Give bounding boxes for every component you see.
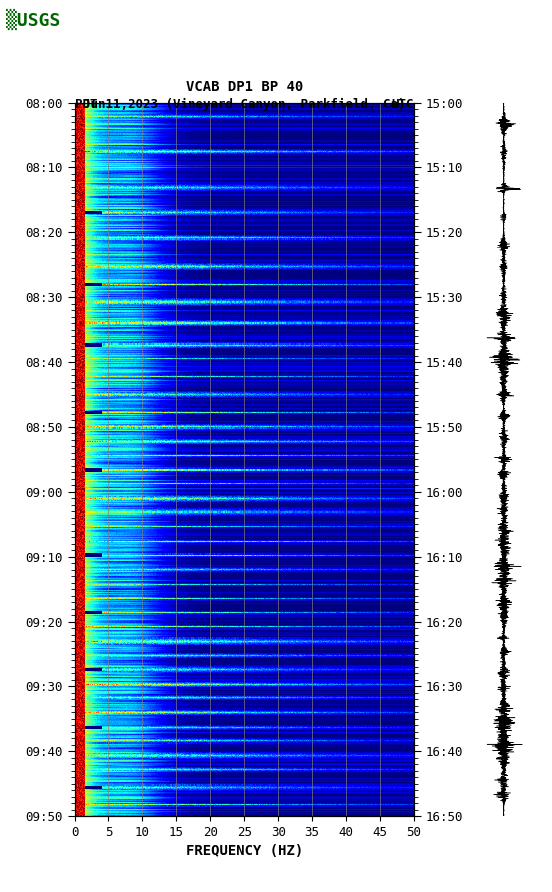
Text: PDT: PDT [75,97,97,111]
Text: Jun11,2023 (Vineyard Canyon, Parkfield, Ca): Jun11,2023 (Vineyard Canyon, Parkfield, … [83,97,406,111]
Text: VCAB DP1 BP 40: VCAB DP1 BP 40 [185,79,303,94]
Text: UTC: UTC [391,97,414,111]
X-axis label: FREQUENCY (HZ): FREQUENCY (HZ) [185,845,303,858]
Text: ▒USGS: ▒USGS [6,9,60,30]
